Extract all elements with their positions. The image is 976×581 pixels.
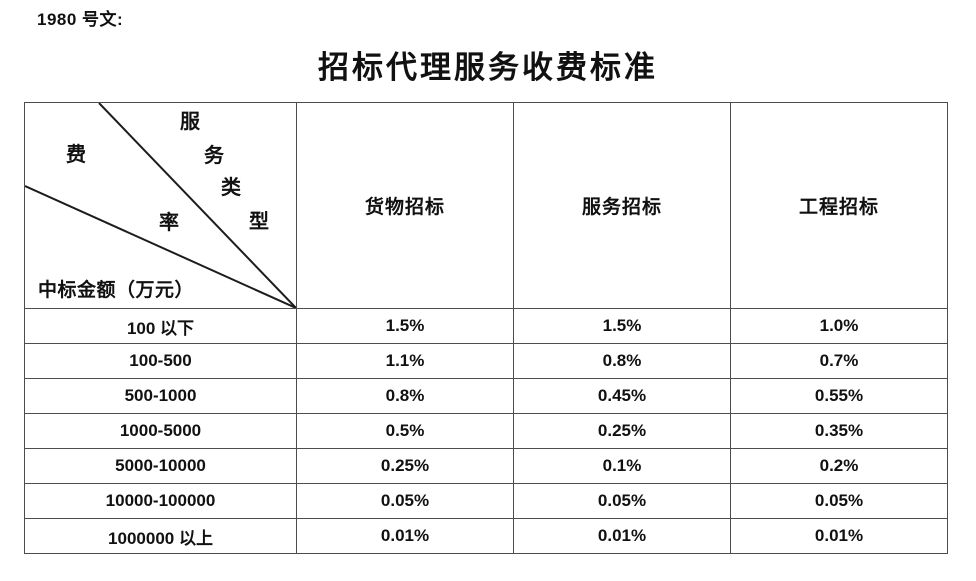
- fee-table: 服 务 类 型 费 率 中标金额（万元） 货物招标 服务招标 工程招标 100 …: [24, 102, 948, 554]
- table-header-row: 服 务 类 型 费 率 中标金额（万元） 货物招标 服务招标 工程招标: [24, 102, 948, 309]
- rate-cell: 0.5%: [296, 413, 514, 449]
- amount-range-cell: 100-500: [24, 343, 297, 379]
- corner-service-type-char-1: 服: [180, 111, 200, 133]
- rate-cell: 1.1%: [296, 343, 514, 379]
- rate-cell: 0.2%: [730, 448, 948, 484]
- column-header-works-bidding: 工程招标: [730, 102, 948, 309]
- table-row: 5000-10000 0.25% 0.1% 0.2%: [24, 448, 948, 484]
- rate-cell: 0.05%: [296, 483, 514, 519]
- amount-range-cell: 100 以下: [24, 308, 297, 344]
- corner-service-type-char-4: 型: [249, 211, 269, 233]
- rate-cell: 0.35%: [730, 413, 948, 449]
- column-header-service-bidding: 服务招标: [513, 102, 731, 309]
- rate-cell: 0.01%: [513, 518, 731, 554]
- amount-range-cell: 1000000 以上: [24, 518, 297, 554]
- doc-number-label: 1980 号文:: [37, 10, 124, 29]
- rate-cell: 0.8%: [513, 343, 731, 379]
- column-header-goods-bidding: 货物招标: [296, 102, 514, 309]
- table-row: 10000-100000 0.05% 0.05% 0.05%: [24, 483, 948, 519]
- rate-cell: 0.45%: [513, 378, 731, 414]
- diagonal-split-lines: [25, 103, 296, 308]
- corner-amount-label: 中标金额（万元）: [38, 280, 195, 301]
- rate-cell: 0.25%: [296, 448, 514, 484]
- rate-cell: 0.7%: [730, 343, 948, 379]
- corner-service-type-char-3: 类: [221, 177, 241, 199]
- amount-range-cell: 1000-5000: [24, 413, 297, 449]
- table-row: 1000000 以上 0.01% 0.01% 0.01%: [24, 518, 948, 554]
- rate-cell: 1.5%: [513, 308, 731, 344]
- page-title: 招标代理服务收费标准: [318, 50, 658, 85]
- rate-cell: 0.05%: [730, 483, 948, 519]
- rate-cell: 0.05%: [513, 483, 731, 519]
- rate-cell: 1.0%: [730, 308, 948, 344]
- table-row: 1000-5000 0.5% 0.25% 0.35%: [24, 413, 948, 449]
- rate-cell: 0.8%: [296, 378, 514, 414]
- table-row: 100 以下 1.5% 1.5% 1.0%: [24, 308, 948, 344]
- corner-cell: 服 务 类 型 费 率 中标金额（万元）: [24, 102, 297, 309]
- table-row: 100-500 1.1% 0.8% 0.7%: [24, 343, 948, 379]
- amount-range-cell: 10000-100000: [24, 483, 297, 519]
- rate-cell: 0.01%: [730, 518, 948, 554]
- corner-fee-rate-char-1: 费: [66, 144, 86, 166]
- rate-cell: 0.25%: [513, 413, 731, 449]
- rate-cell: 0.55%: [730, 378, 948, 414]
- amount-range-cell: 500-1000: [24, 378, 297, 414]
- rate-cell: 0.1%: [513, 448, 731, 484]
- rate-cell: 1.5%: [296, 308, 514, 344]
- table-row: 500-1000 0.8% 0.45% 0.55%: [24, 378, 948, 414]
- rate-cell: 0.01%: [296, 518, 514, 554]
- corner-service-type-char-2: 务: [204, 145, 224, 167]
- corner-fee-rate-char-2: 率: [159, 212, 179, 234]
- amount-range-cell: 5000-10000: [24, 448, 297, 484]
